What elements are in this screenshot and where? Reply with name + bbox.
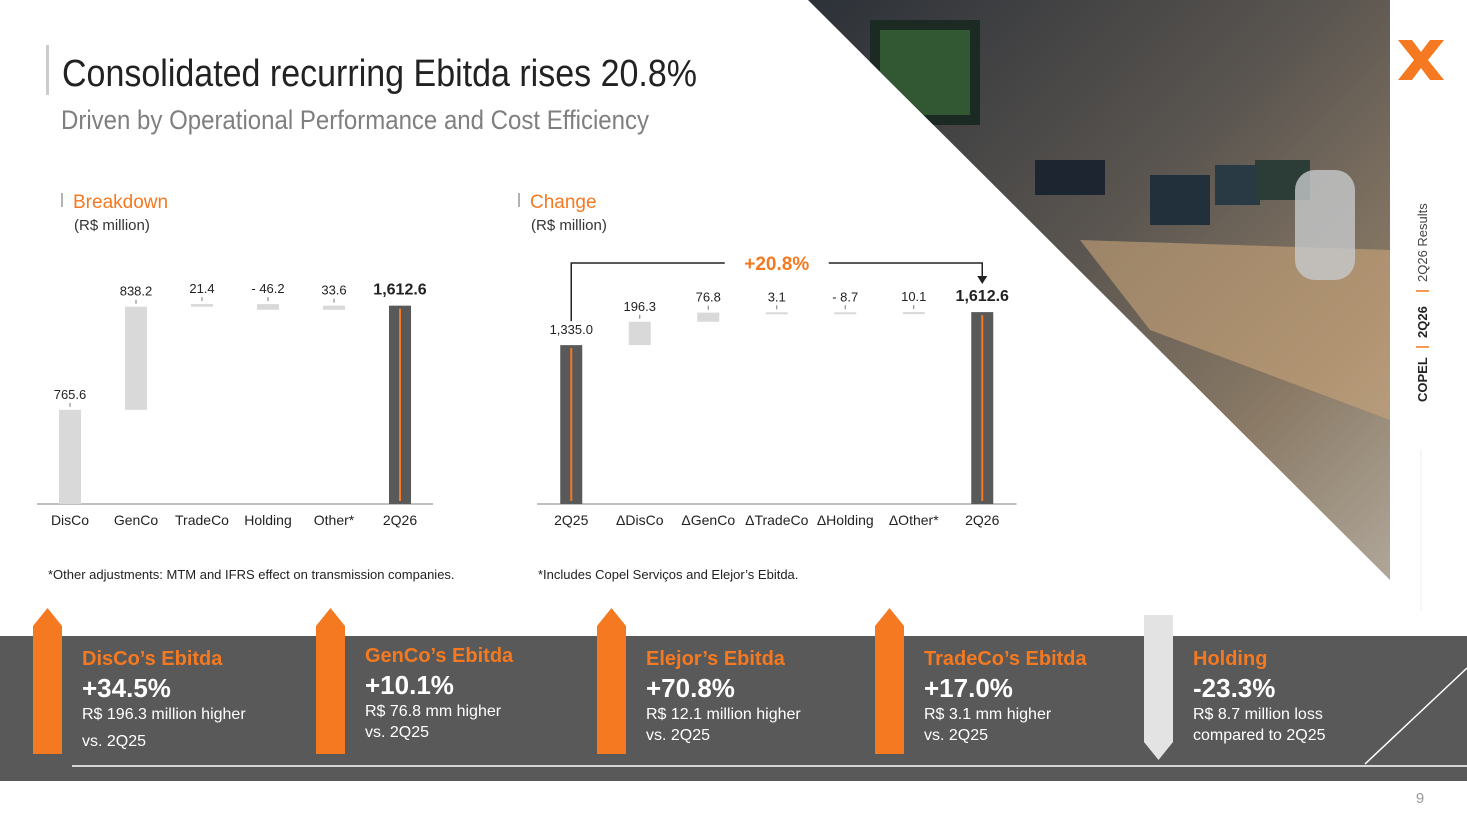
bar bbox=[323, 305, 345, 310]
value-label: 838.2 bbox=[120, 284, 153, 299]
card-text: R$ 76.8 mm higher bbox=[365, 703, 502, 720]
bar bbox=[59, 409, 81, 504]
card-value: +10.1% bbox=[365, 670, 454, 700]
card-title: DisCo’s Ebitda bbox=[82, 648, 223, 670]
bar bbox=[765, 312, 788, 315]
section-unit: (R$ million) bbox=[74, 217, 150, 234]
x-tick-label: ΔGenCo bbox=[681, 512, 735, 528]
footnote: *Includes Copel Serviços and Elejor’s Eb… bbox=[538, 567, 798, 582]
card-title: TradeCo’s Ebitda bbox=[924, 648, 1088, 670]
photo bbox=[808, 0, 1390, 580]
change-bracket bbox=[570, 262, 725, 322]
card-title: Elejor’s Ebitda bbox=[646, 648, 786, 670]
card-text: R$ 8.7 million loss bbox=[1193, 706, 1323, 723]
x-tick-label: Holding bbox=[244, 512, 291, 528]
title-bar bbox=[46, 45, 49, 95]
bar bbox=[697, 312, 720, 322]
footnote: *Other adjustments: MTM and IFRS effect … bbox=[48, 567, 455, 582]
change-bracket bbox=[828, 262, 983, 277]
up-arrow bbox=[875, 608, 904, 754]
x-tick-label: ΔTradeCo bbox=[745, 512, 809, 528]
sidebar-document: 2Q26 Results bbox=[1415, 203, 1430, 282]
card-value: -23.3% bbox=[1193, 673, 1275, 703]
value-label: 21.4 bbox=[189, 281, 214, 296]
value-label: 196.3 bbox=[623, 299, 656, 314]
x-tick-label: Other* bbox=[314, 512, 355, 528]
sidebar-company: COPEL bbox=[1415, 357, 1430, 402]
card-text: vs. 2Q25 bbox=[82, 733, 146, 750]
up-arrow bbox=[597, 608, 626, 754]
page-number: 9 bbox=[1416, 790, 1424, 807]
change-annotation: +20.8% bbox=[744, 254, 809, 275]
card-text: vs. 2Q25 bbox=[365, 724, 429, 741]
x-tick-label: 2Q26 bbox=[383, 512, 417, 528]
section-title: Change bbox=[530, 192, 597, 213]
bar bbox=[834, 312, 857, 315]
x-tick-label: TradeCo bbox=[175, 512, 229, 528]
value-label: 10.1 bbox=[901, 289, 926, 304]
value-label: 1,335.0 bbox=[550, 322, 593, 337]
card-text: R$ 3.1 mm higher bbox=[924, 706, 1052, 723]
bar bbox=[257, 304, 279, 310]
value-label: 765.6 bbox=[54, 387, 87, 402]
down-arrow bbox=[1144, 615, 1173, 760]
sidebar-period: 2Q26 bbox=[1415, 306, 1430, 338]
subtitle: Driven by Operational Performance and Co… bbox=[61, 105, 649, 135]
highlight-band bbox=[0, 636, 1467, 781]
card-value: +70.8% bbox=[646, 673, 735, 703]
x-tick-label: 2Q26 bbox=[965, 512, 999, 528]
x-tick-label: ΔOther* bbox=[889, 512, 939, 528]
up-arrow bbox=[33, 608, 62, 754]
value-label: 3.1 bbox=[768, 289, 786, 304]
section-title: Breakdown bbox=[73, 192, 168, 213]
bar bbox=[125, 306, 147, 410]
x-tick-label: DisCo bbox=[51, 512, 89, 528]
bar bbox=[628, 321, 651, 346]
card-text: R$ 12.1 million higher bbox=[646, 706, 801, 723]
change-arrowhead bbox=[977, 276, 988, 284]
card-text: compared to 2Q25 bbox=[1193, 727, 1326, 744]
card-text: vs. 2Q25 bbox=[646, 727, 710, 744]
band-diagonal bbox=[1364, 667, 1467, 765]
card-text: R$ 196.3 million higher bbox=[82, 706, 246, 723]
card-value: +34.5% bbox=[82, 673, 171, 703]
value-label: 1,612.6 bbox=[373, 282, 426, 299]
bar bbox=[191, 304, 213, 307]
card-title: Holding bbox=[1193, 648, 1267, 670]
x-tick-label: ΔHolding bbox=[817, 512, 874, 528]
value-label: - 8.7 bbox=[832, 289, 858, 304]
card-title: GenCo’s Ebitda bbox=[365, 645, 514, 667]
section-unit: (R$ million) bbox=[531, 217, 607, 234]
value-label: 1,612.6 bbox=[956, 288, 1009, 305]
card-text: vs. 2Q25 bbox=[924, 727, 988, 744]
value-label: - 46.2 bbox=[251, 281, 284, 296]
value-label: 33.6 bbox=[321, 283, 346, 298]
sidebar: COPEL 2Q26 2Q26 Results bbox=[1415, 203, 1430, 402]
up-arrow bbox=[316, 608, 345, 754]
x-tick-label: ΔDisCo bbox=[616, 512, 664, 528]
bar bbox=[902, 312, 925, 315]
logo bbox=[1398, 40, 1444, 80]
x-tick-label: 2Q25 bbox=[554, 512, 588, 528]
card-value: +17.0% bbox=[924, 673, 1013, 703]
x-tick-label: GenCo bbox=[114, 512, 159, 528]
value-label: 76.8 bbox=[696, 290, 721, 305]
title: Consolidated recurring Ebitda rises 20.8… bbox=[62, 53, 697, 95]
